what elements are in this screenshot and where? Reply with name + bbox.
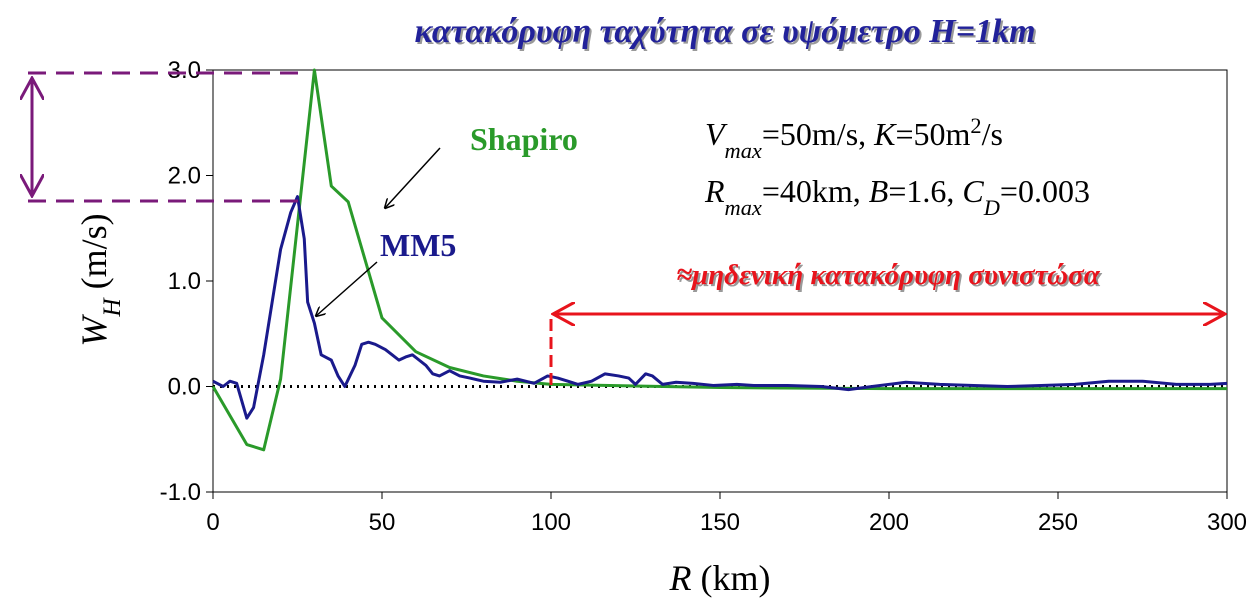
series-line (211, 68, 1227, 452)
region-label: ≈μηδενική κατακόρυφη συνιστώσα (676, 259, 1101, 291)
y-tick-label: -1.0 (160, 479, 201, 506)
y-axis-label: WH (m/s) (74, 213, 126, 346)
x-tick-label: 0 (206, 509, 219, 536)
text-part: K (873, 116, 897, 152)
text-part: =50m (895, 116, 970, 152)
y-tick-label: 2.0 (168, 163, 201, 190)
text-part: H (99, 297, 126, 318)
text-part: B (869, 173, 889, 209)
series-label: Shapiro (470, 121, 578, 157)
chart-title: κατακόρυφη ταχύτητα σε υψόμετρο H=1km (414, 13, 1035, 50)
y-tick-label: 0.0 (168, 374, 201, 401)
series-label: MM5 (380, 227, 456, 263)
text-part: =1.6, (888, 173, 962, 209)
plot-area: -1.0 0.0 1.0 2.0 3.0 0 50 100 150 200 250 300 (160, 57, 1247, 536)
callout-arrow (316, 261, 378, 316)
y-tick-label: 1.0 (168, 268, 201, 295)
title-shadow: κατακόρυφη ταχύτητα σε υψόμετρο H=1km (416, 15, 1037, 52)
x-tick-label: 200 (869, 509, 909, 536)
parameter-text: Rmax=40km, B=1.6, CD=0.003 (704, 173, 1090, 220)
text-part: /s (982, 116, 1003, 152)
text-part: D (983, 195, 1000, 220)
x-tick-label: 250 (1038, 509, 1078, 536)
text-part: C (962, 173, 984, 209)
text-part: W (74, 314, 114, 347)
text-part: (m/s) (74, 213, 114, 298)
text-part: R (704, 173, 725, 209)
y-tick-label: 3.0 (168, 57, 201, 84)
text-part: max (725, 138, 762, 163)
x-axis-label: R (km) (669, 558, 771, 598)
x-tick-label: 150 (700, 509, 740, 536)
parameter-text: Vmax=50m/s, K=50m2/s (705, 113, 1003, 163)
region-label-shadow: ≈μηδενική κατακόρυφη συνιστώσα (678, 261, 1103, 293)
x-tick-label: 300 (1207, 509, 1247, 536)
text-part: =50m/s, (762, 116, 874, 152)
x-tick-label: 50 (369, 509, 396, 536)
callout-arrow (385, 147, 441, 208)
x-tick-label: 100 (531, 509, 571, 536)
series-line (212, 195, 1228, 420)
text-part: max (725, 195, 762, 220)
text-part: R (669, 558, 692, 598)
text-part: =0.003 (1000, 173, 1090, 209)
text-part: (km) (692, 558, 771, 598)
text-part: 2 (970, 113, 981, 138)
text-part: V (705, 116, 728, 152)
text-part: =40km, (762, 173, 869, 209)
